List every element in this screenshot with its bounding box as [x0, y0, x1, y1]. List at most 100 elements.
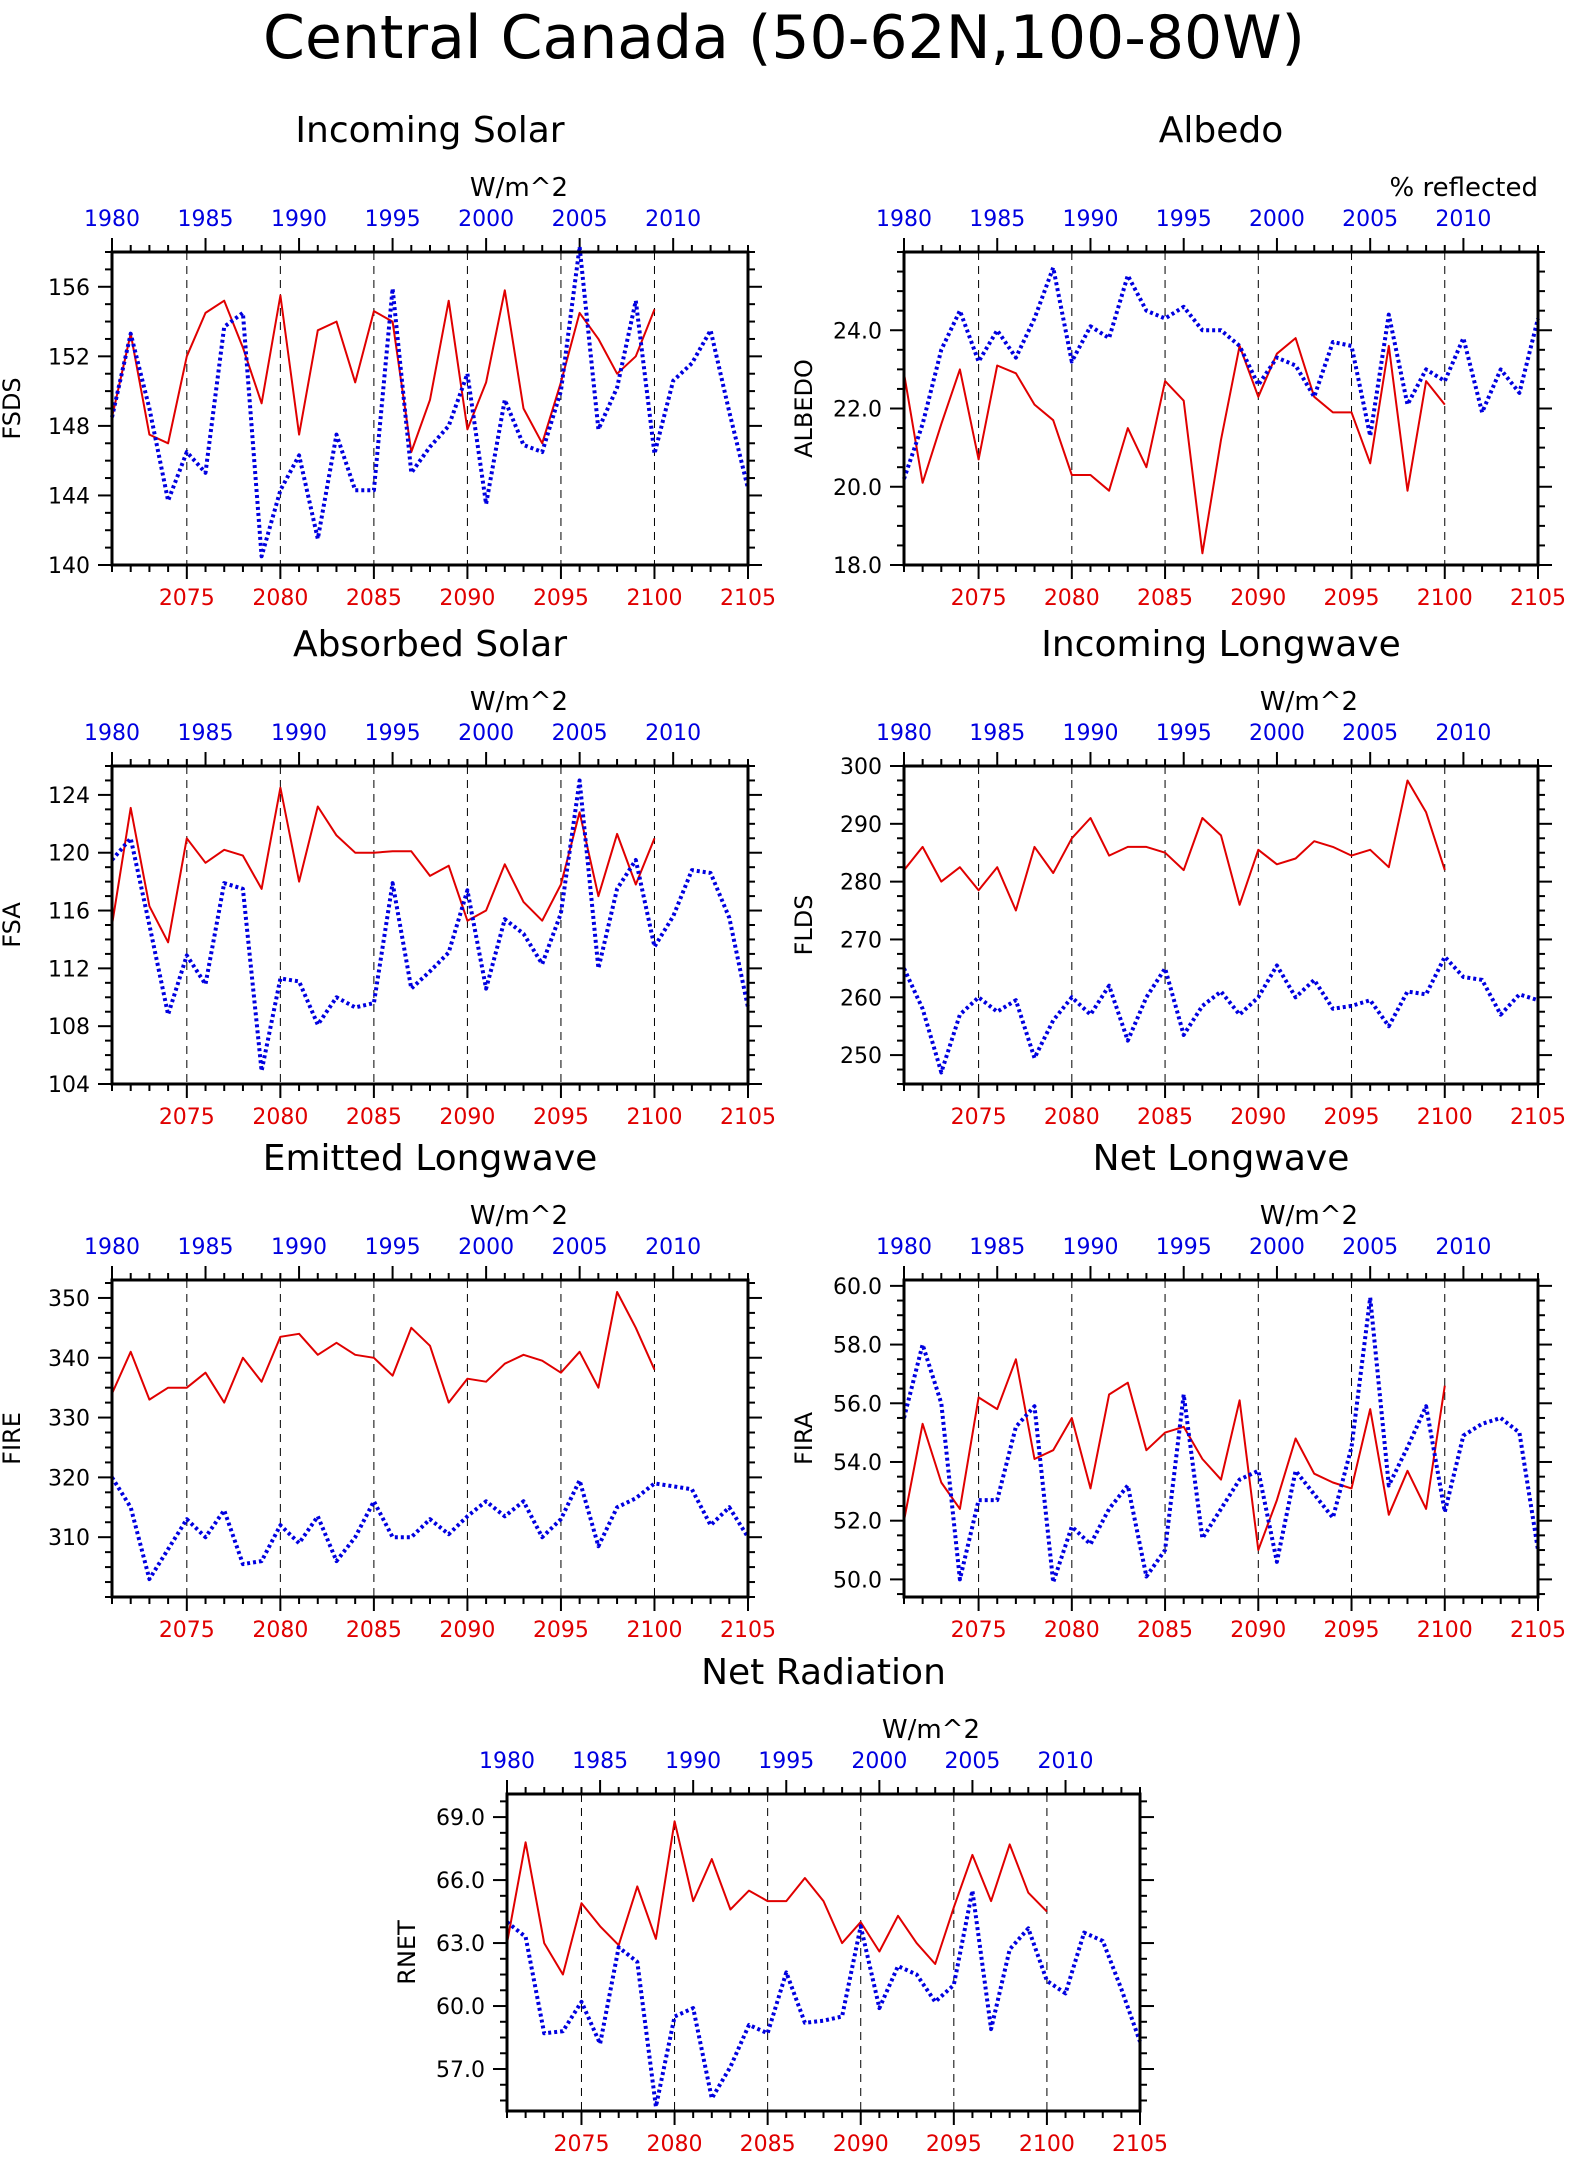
fsds-ytick-label: 144 — [48, 484, 90, 509]
rnet-bottom-tick-label: 2105 — [1112, 2132, 1168, 2157]
flds-plot-frame — [902, 764, 1540, 1086]
fsa-bottom-tick-label: 2080 — [252, 1105, 308, 1130]
fsa-ytick-label: 116 — [48, 900, 90, 925]
fire-panel: Emitted Longwave W/m^2 FIRE 2075 2080 2085 209… — [0, 1138, 776, 1643]
fire-bottom-tick-label: 2075 — [159, 1618, 215, 1643]
fira-ytick-label: 56.0 — [833, 1392, 882, 1417]
fire-historical-line — [110, 1476, 750, 1582]
fsa-top-tick-label: 1980 — [84, 721, 140, 746]
albedo-top-tick-label: 1985 — [969, 207, 1025, 232]
fsds-panel: Incoming Solar W/m^2 FSDS 2075 2080 2085 2090 2… — [0, 110, 776, 611]
fsa-bottom-tick-label: 2075 — [159, 1105, 215, 1130]
fsds-top-tick-label: 2005 — [552, 207, 608, 232]
fire-bottom-tick-label: 2085 — [346, 1618, 402, 1643]
rnet-bottom-tick-label: 2100 — [1019, 2132, 1075, 2157]
albedo-top-tick-label: 2005 — [1342, 207, 1398, 232]
albedo-ytick-label: 20.0 — [833, 476, 882, 501]
fsds-ytick-label: 148 — [48, 415, 90, 440]
fsa-ytick-label: 120 — [48, 842, 90, 867]
fira-bottom-tick-label: 2105 — [1510, 1618, 1566, 1643]
flds-bottom-tick-label: 2090 — [1230, 1105, 1286, 1130]
fire-top-tick-label: 2005 — [552, 1235, 608, 1260]
fira-bottom-tick-label: 2080 — [1044, 1618, 1100, 1643]
fire-top-tick-label: 1995 — [365, 1235, 421, 1260]
fire-ytick-label: 340 — [48, 1347, 90, 1372]
fire-plot-frame — [110, 1278, 750, 1599]
albedo-bottom-tick-label: 2085 — [1137, 586, 1193, 611]
rnet-ylabel: RNET — [393, 1920, 421, 1985]
albedo-bottom-tick-label: 2075 — [951, 586, 1007, 611]
flds-bottom-tick-label: 2095 — [1324, 1105, 1380, 1130]
fira-top-tick-label: 1980 — [876, 1235, 932, 1260]
flds-bottom-tick-label: 2100 — [1417, 1105, 1473, 1130]
fire-top-tick-label: 1985 — [178, 1235, 234, 1260]
fsds-bottom-tick-label: 2105 — [720, 586, 776, 611]
rnet-bottom-tick-label: 2095 — [926, 2132, 982, 2157]
fsa-bottom-tick-label: 2085 — [346, 1105, 402, 1130]
albedo-top-tick-label: 1995 — [1156, 207, 1212, 232]
fire-title: Emitted Longwave — [263, 1138, 598, 1179]
fsds-plot-frame — [110, 250, 750, 567]
fira-panel: Net Longwave W/m^2 FIRA 2075 2080 2085 2090 209… — [790, 1138, 1566, 1643]
rnet-top-tick-label: 1980 — [479, 1749, 535, 1774]
fsds-bottom-tick-label: 2085 — [346, 586, 402, 611]
flds-top-tick-label: 1990 — [1062, 721, 1118, 746]
rnet-top-tick-label: 1995 — [758, 1749, 814, 1774]
panels-group: Incoming Solar W/m^2 FSDS 2075 2080 2085 2090 2… — [0, 110, 1566, 2157]
fire-top-tick-label: 2010 — [645, 1235, 701, 1260]
fira-ytick-label: 60.0 — [833, 1275, 882, 1300]
fsds-bottom-tick-label: 2090 — [439, 586, 495, 611]
rnet-top-tick-label: 2010 — [1038, 1749, 1094, 1774]
fire-ytick-label: 350 — [48, 1287, 90, 1312]
fire-top-tick-label: 1990 — [271, 1235, 327, 1260]
albedo-ytick-label: 18.0 — [833, 554, 882, 579]
fira-top-tick-label: 1990 — [1062, 1235, 1118, 1260]
fire-top-tick-label: 2000 — [458, 1235, 514, 1260]
rnet-ytick-label: 60.0 — [436, 1995, 485, 2020]
fire-ytick-label: 320 — [48, 1466, 90, 1491]
albedo-units: % reflected — [1390, 173, 1538, 203]
fsa-bottom-tick-label: 2105 — [720, 1105, 776, 1130]
fsds-bottom-tick-label: 2095 — [533, 586, 589, 611]
flds-ytick-label: 280 — [840, 871, 882, 896]
fire-ytick-label: 310 — [48, 1526, 90, 1551]
fira-plot-frame — [902, 1278, 1540, 1599]
fsds-ytick-label: 152 — [48, 345, 90, 370]
fsa-ytick-label: 124 — [48, 784, 90, 809]
fire-bottom-tick-label: 2090 — [439, 1618, 495, 1643]
rnet-bottom-tick-label: 2075 — [553, 2132, 609, 2157]
fsa-plot-frame — [110, 764, 750, 1086]
rnet-ytick-label: 57.0 — [436, 2058, 485, 2083]
rnet-top-tick-label: 2005 — [944, 1749, 1000, 1774]
rnet-ytick-label: 66.0 — [436, 1869, 485, 1894]
fsa-bottom-tick-label: 2095 — [533, 1105, 589, 1130]
albedo-bottom-tick-label: 2100 — [1417, 586, 1473, 611]
albedo-top-tick-label: 2010 — [1435, 207, 1491, 232]
albedo-historical-line — [902, 265, 1540, 480]
fira-bottom-tick-label: 2100 — [1417, 1618, 1473, 1643]
fira-top-tick-label: 1985 — [969, 1235, 1025, 1260]
rnet-bottom-tick-label: 2085 — [740, 2132, 796, 2157]
flds-ytick-label: 260 — [840, 986, 882, 1011]
flds-bottom-tick-label: 2080 — [1044, 1105, 1100, 1130]
fire-bottom-tick-label: 2100 — [626, 1618, 682, 1643]
fire-units: W/m^2 — [470, 1201, 568, 1231]
fsa-future-line — [111, 786, 656, 944]
fire-bottom-tick-label: 2080 — [252, 1618, 308, 1643]
fira-ytick-label: 52.0 — [833, 1510, 882, 1535]
fire-ytick-label: 330 — [48, 1407, 90, 1432]
figure-title: Central Canada (50-62N,100-80W) — [263, 3, 1305, 73]
fsa-bottom-tick-label: 2100 — [626, 1105, 682, 1130]
fsa-ytick-label: 104 — [48, 1073, 90, 1098]
albedo-top-tick-label: 1980 — [876, 207, 932, 232]
rnet-ytick-label: 69.0 — [436, 1806, 485, 1831]
fira-units: W/m^2 — [1260, 1201, 1358, 1231]
fsa-historical-line — [110, 778, 750, 1073]
fira-top-tick-label: 2005 — [1342, 1235, 1398, 1260]
fsds-top-tick-label: 2010 — [645, 207, 701, 232]
flds-bottom-tick-label: 2085 — [1137, 1105, 1193, 1130]
flds-ylabel: FLDS — [790, 895, 818, 956]
rnet-historical-line — [505, 1888, 1142, 2109]
fsa-top-tick-label: 2000 — [458, 721, 514, 746]
